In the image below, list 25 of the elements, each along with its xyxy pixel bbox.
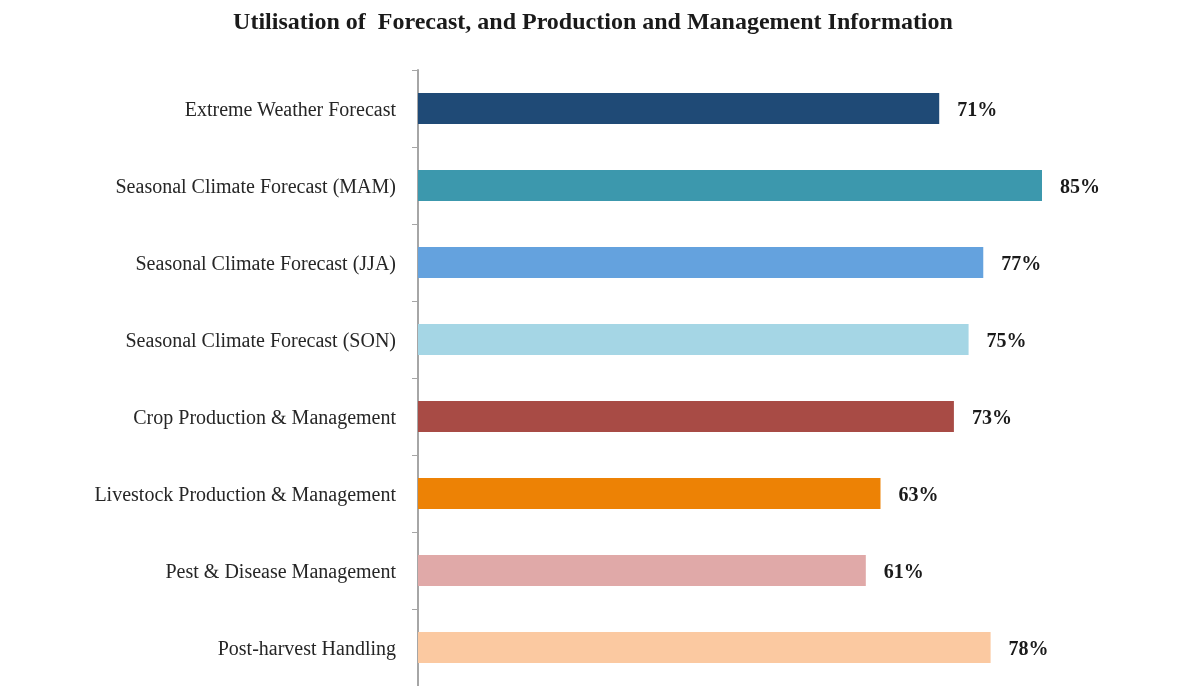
y-tick-label: Livestock Production & Management — [94, 482, 397, 506]
bar — [418, 324, 969, 355]
bar — [418, 478, 881, 509]
bar — [418, 632, 991, 663]
data-label: 71% — [957, 97, 998, 120]
y-tick-label: Seasonal Climate Forecast (MAM) — [115, 174, 396, 198]
data-label: 85% — [1060, 174, 1100, 197]
bar — [418, 93, 940, 124]
data-label: 77% — [1001, 251, 1042, 274]
y-tick-label: Seasonal Climate Forecast (JJA) — [135, 251, 396, 275]
y-tick-label: Seasonal Climate Forecast (SON) — [125, 328, 396, 352]
bar — [418, 401, 954, 432]
data-label: 61% — [883, 559, 924, 582]
y-tick-label: Extreme Weather Forecast — [184, 97, 397, 120]
data-label: 78% — [1008, 636, 1049, 659]
y-tick-label: Post-harvest Handling — [217, 636, 396, 660]
chart-title: Utilisation of Forecast, and Production and Management Information — [233, 8, 953, 34]
y-tick-label: Pest & Disease Management — [165, 559, 397, 583]
y-tick-label: Crop Production & Management — [133, 405, 397, 429]
data-label: 73% — [971, 405, 1012, 428]
bar — [418, 555, 866, 586]
data-label: 75% — [986, 328, 1027, 351]
bar — [418, 170, 1042, 201]
data-label: 63% — [898, 482, 939, 505]
bar — [418, 247, 984, 278]
